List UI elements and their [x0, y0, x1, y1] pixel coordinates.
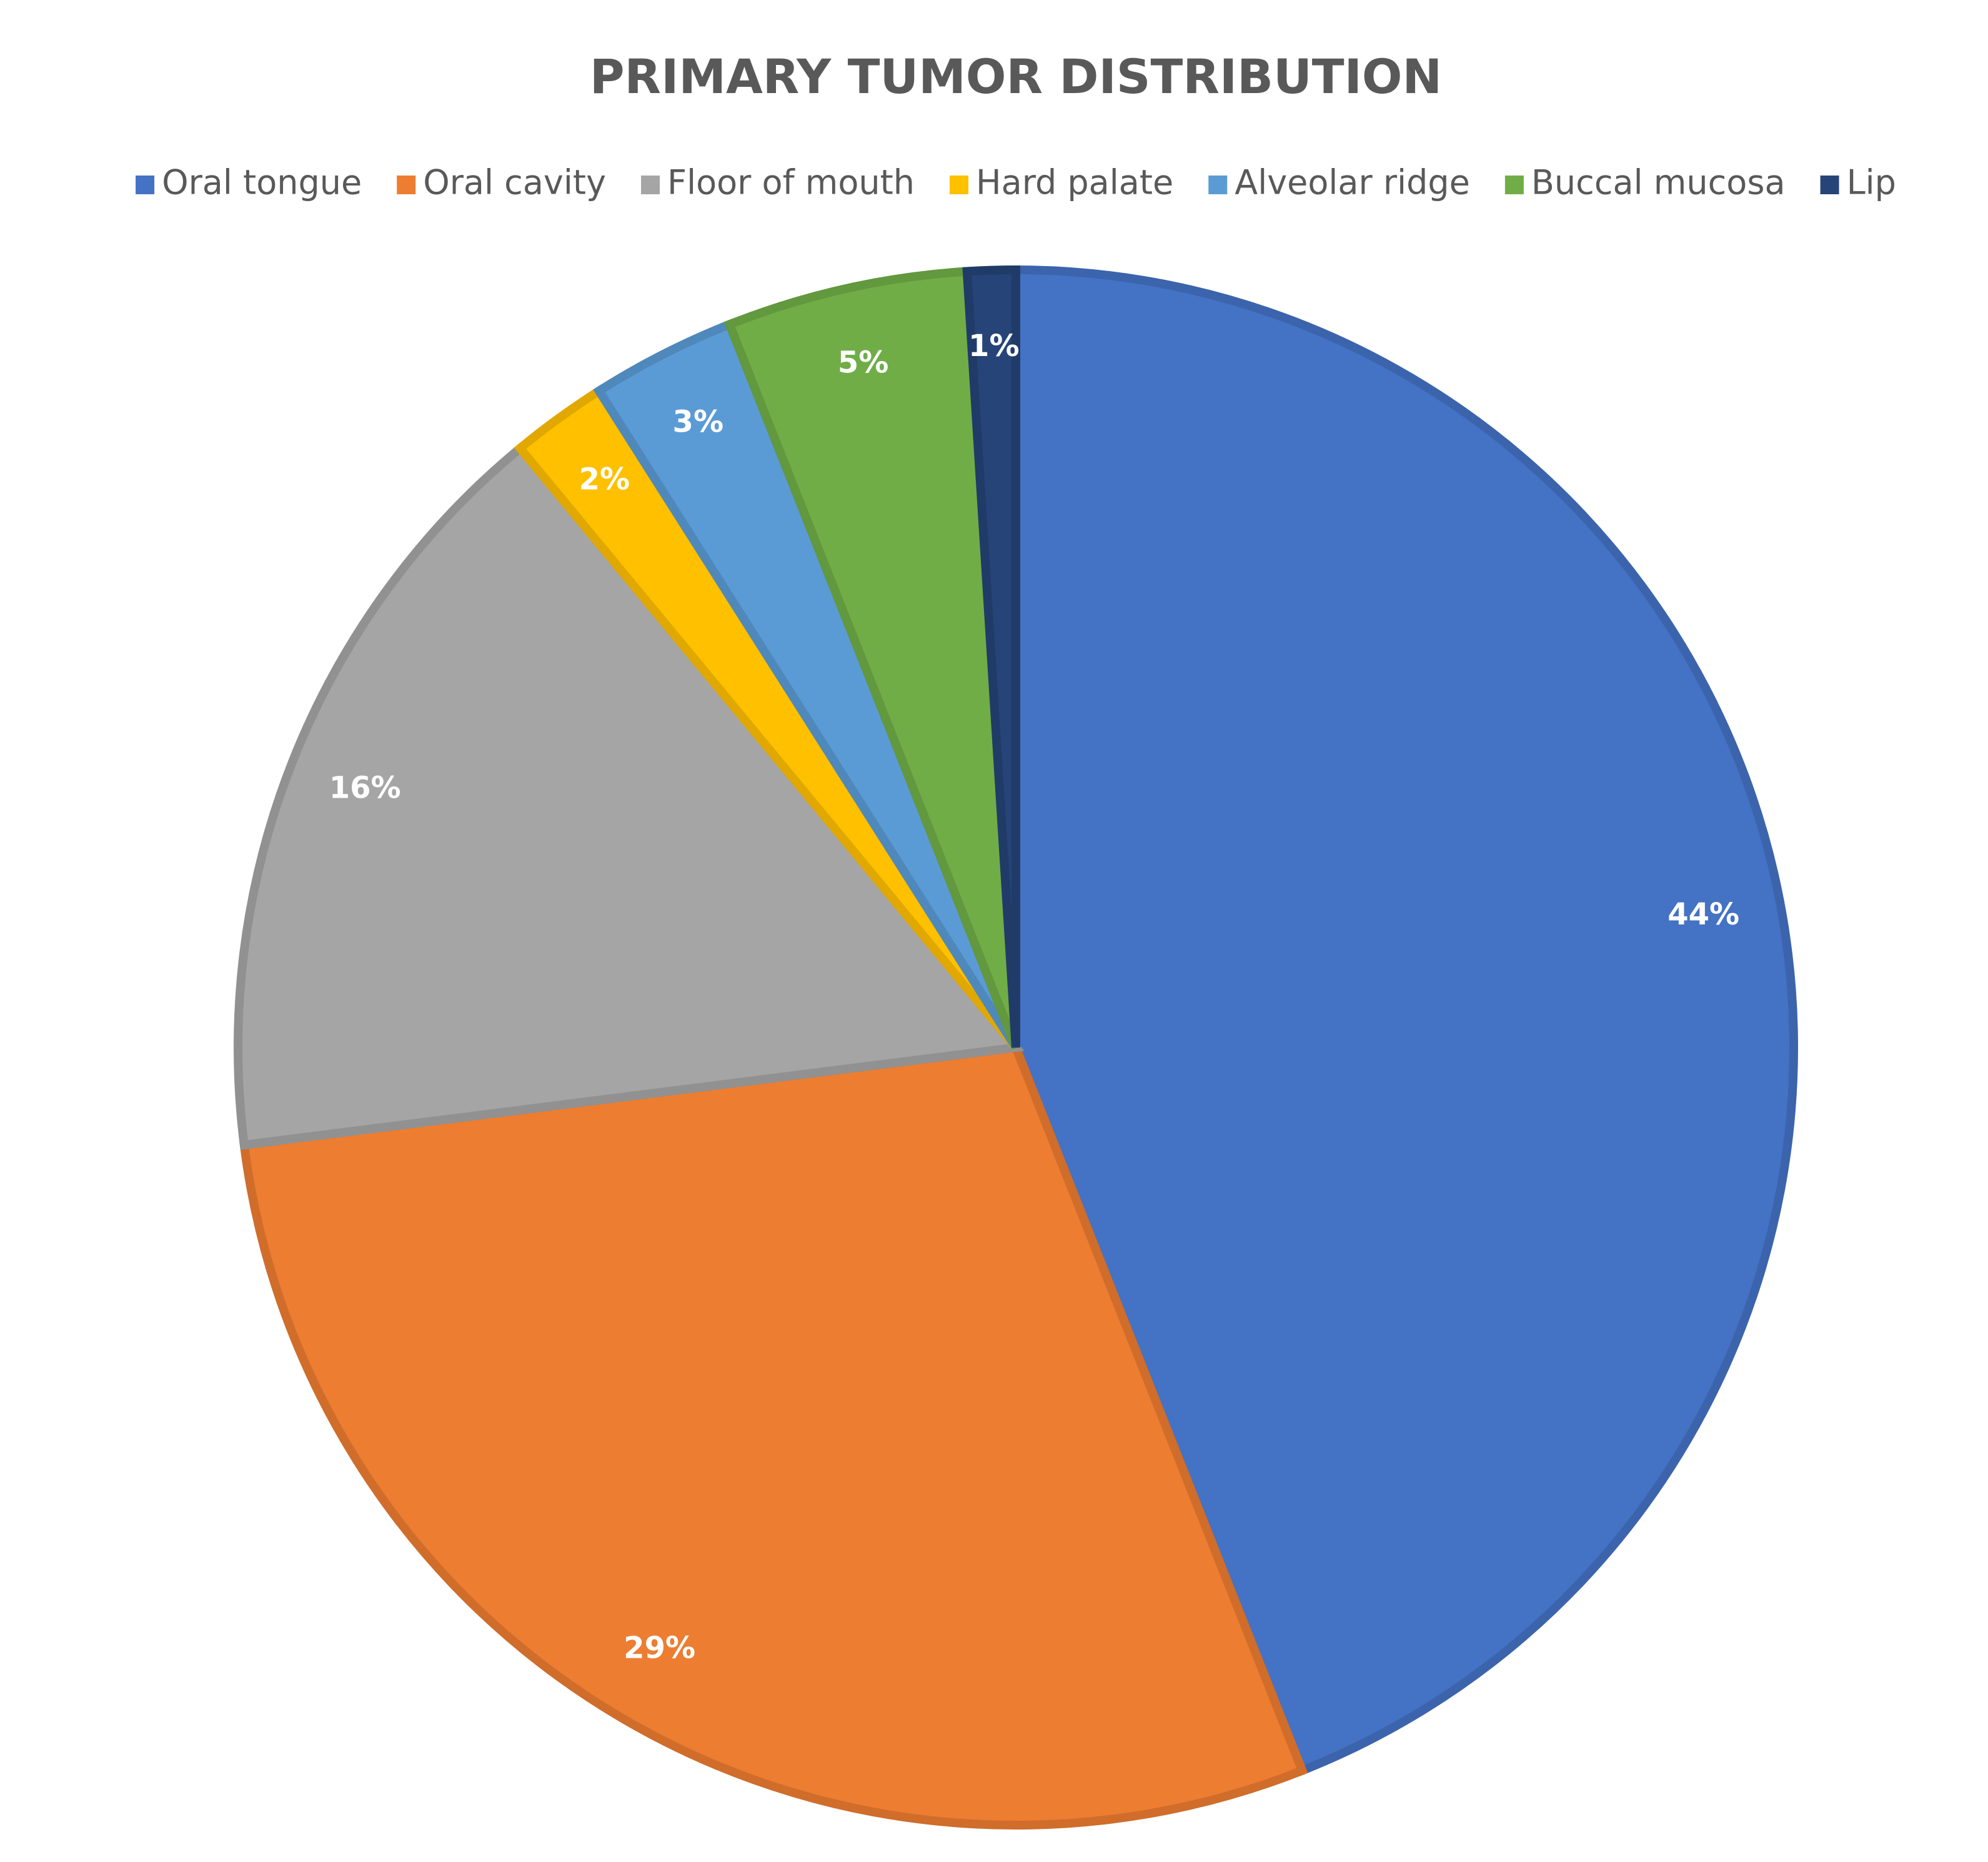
data-label: 1% [968, 329, 1020, 364]
chart-title: PRIMARY TUMOR DISTRIBUTION [590, 49, 1442, 104]
data-label: 2% [579, 462, 630, 497]
legend: Oral tongue Oral cavity Floor of mouth Hard… [136, 163, 1896, 202]
legend-swatch [397, 176, 416, 194]
data-label: 5% [838, 345, 889, 380]
pie-slice [234, 442, 1025, 1150]
pie-slice [723, 267, 1020, 1049]
pie-slice [239, 1042, 1308, 1830]
slice-edge [1011, 265, 1798, 1776]
legend-label: Floor of mouth [667, 163, 915, 202]
legend-swatch [136, 176, 155, 194]
legend-label: Oral cavity [423, 163, 606, 202]
slice-edge [962, 265, 1020, 1048]
legend-swatch [950, 176, 969, 194]
legend-label: Buccal mucosa [1531, 163, 1786, 202]
legend-label: Lip [1847, 163, 1896, 202]
data-label: 3% [673, 405, 724, 440]
legend-swatch [1504, 176, 1524, 194]
data-label: 29% [624, 1630, 695, 1665]
slice-edge [234, 442, 1025, 1150]
slice-edge [723, 267, 1020, 1049]
legend-swatch [1208, 176, 1228, 194]
pie-slice [962, 265, 1020, 1048]
legend-label: Alveolar ridge [1235, 163, 1470, 202]
legend-label: Hard palate [976, 163, 1173, 202]
data-label: 44% [1667, 897, 1739, 932]
data-label: 16% [329, 771, 401, 806]
pie-slice [1011, 265, 1798, 1776]
legend-label: Oral tongue [162, 163, 362, 202]
legend-swatch [641, 176, 660, 194]
slice-edge [239, 1042, 1308, 1830]
legend-swatch [1820, 176, 1839, 194]
